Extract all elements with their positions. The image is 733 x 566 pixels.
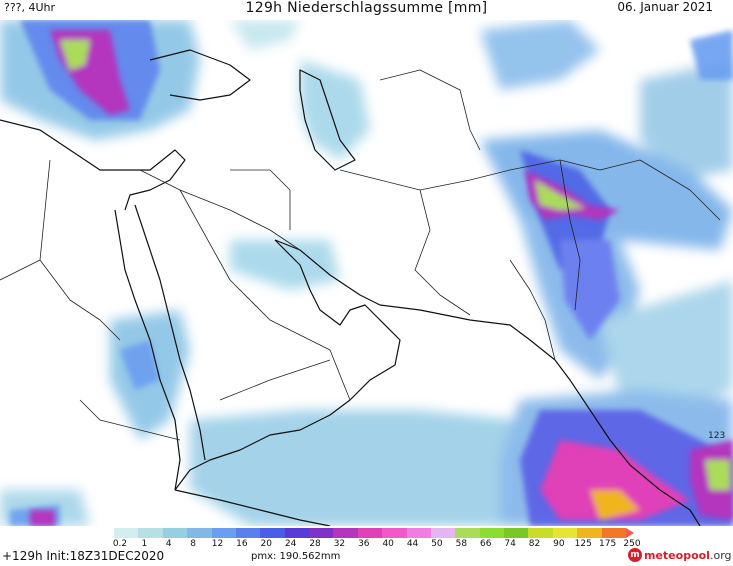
horn-of-africa-coast <box>174 489 331 526</box>
black-sea-coast <box>149 49 251 101</box>
border-6 <box>509 259 556 361</box>
red-sea-coast-west <box>114 209 181 491</box>
legend-tick-label: 12 <box>211 539 224 549</box>
legend-tick-label: 8 <box>190 539 197 549</box>
border-5 <box>419 159 601 191</box>
legend-tick-label: 4 <box>165 539 172 549</box>
legend-tick-label: 28 <box>309 539 321 549</box>
legend-swatch <box>309 528 334 538</box>
legend-swatch <box>284 528 309 538</box>
legend-tick-label: 36 <box>358 539 370 549</box>
legend-tick-label: 82 <box>528 539 541 549</box>
border-4 <box>339 169 471 316</box>
legend-swatch <box>114 528 139 538</box>
legend-swatch <box>406 528 431 538</box>
legend-swatch <box>430 528 456 538</box>
max-precip: pmx: 190.562mm <box>251 551 341 562</box>
legend-tick-label: 1 <box>141 539 148 549</box>
border-1 <box>139 169 301 251</box>
legend-tick-label: 74 <box>504 539 516 549</box>
legend-tick-label: 40 <box>382 539 394 549</box>
precip-field-heavy <box>30 30 733 526</box>
max-value-label: 123 <box>708 431 725 441</box>
red-sea-coast-east <box>134 204 206 461</box>
legend-swatch <box>552 528 578 538</box>
legend-swatch <box>528 528 553 538</box>
legend-swatch <box>479 528 504 538</box>
country-borders <box>0 69 721 441</box>
legend-tick-label: 125 <box>574 539 592 549</box>
legend-swatch <box>577 528 602 538</box>
legend-swatch <box>455 528 480 538</box>
brand-name: meteopool <box>644 548 710 562</box>
legend-tick-label: 175 <box>599 539 617 549</box>
legend-tick-label: 250 <box>623 539 641 549</box>
india-west-coast <box>554 359 701 526</box>
legend-swatch <box>162 528 188 538</box>
legend-swatch <box>601 528 626 538</box>
border-11 <box>599 159 721 221</box>
legend-swatch <box>235 528 261 538</box>
legend-tick-labels: 0.2 1 4 8 12 16 20 24 28 32 36 40 44 50 58 66 74 82 90 125 1… <box>112 539 641 551</box>
precipitation-map: 123 <box>0 20 733 526</box>
legend-swatch <box>357 528 383 538</box>
border-12 <box>379 69 481 151</box>
brand-logo-icon: m <box>628 548 642 562</box>
legend-colorbar <box>114 528 626 538</box>
legend-overflow-arrow <box>626 528 634 538</box>
coastlines <box>0 49 701 526</box>
border-7 <box>559 159 581 311</box>
run-info: +129h Init:18Z31DEC2020 <box>2 549 165 563</box>
border-2 <box>179 189 351 401</box>
legend-swatch <box>211 528 236 538</box>
legend-swatch <box>187 528 212 538</box>
legend-tick-label: 20 <box>260 539 273 549</box>
legend-tick-label: 24 <box>284 539 297 549</box>
border-9 <box>39 259 121 341</box>
mediterranean-coast <box>0 119 186 211</box>
border-8 <box>79 399 181 441</box>
brand-tld: .org <box>709 548 732 562</box>
legend-tick-label: 58 <box>455 539 468 549</box>
iran-coast <box>274 239 556 361</box>
legend-tick-label: 0.2 <box>112 539 128 549</box>
caspian-coast <box>299 69 356 171</box>
header-left-label: ???, 4Uhr <box>4 1 56 14</box>
legend-tick-label: 16 <box>236 539 248 549</box>
map-title: 129h Niederschlagssumme [mm] <box>245 0 488 16</box>
legend-swatch <box>504 528 529 538</box>
valid-date: 06. Januar 2021 <box>617 0 713 14</box>
border-13 <box>219 359 331 401</box>
legend-swatch <box>138 528 163 538</box>
legend-tick-label: 32 <box>333 539 346 549</box>
legend-tick-label: 90 <box>553 539 565 549</box>
legend-swatch <box>333 528 358 538</box>
legend-tick-label: 50 <box>431 539 443 549</box>
legend-tick-label: 66 <box>479 539 492 549</box>
legend-tick-label: 44 <box>406 539 419 549</box>
legend-swatch <box>260 528 285 538</box>
border-3 <box>230 169 291 230</box>
border-10 <box>0 159 51 281</box>
brand[interactable]: m meteopool .org <box>628 545 732 565</box>
legend-swatch <box>382 528 407 538</box>
persian-gulf-coast <box>174 239 401 491</box>
